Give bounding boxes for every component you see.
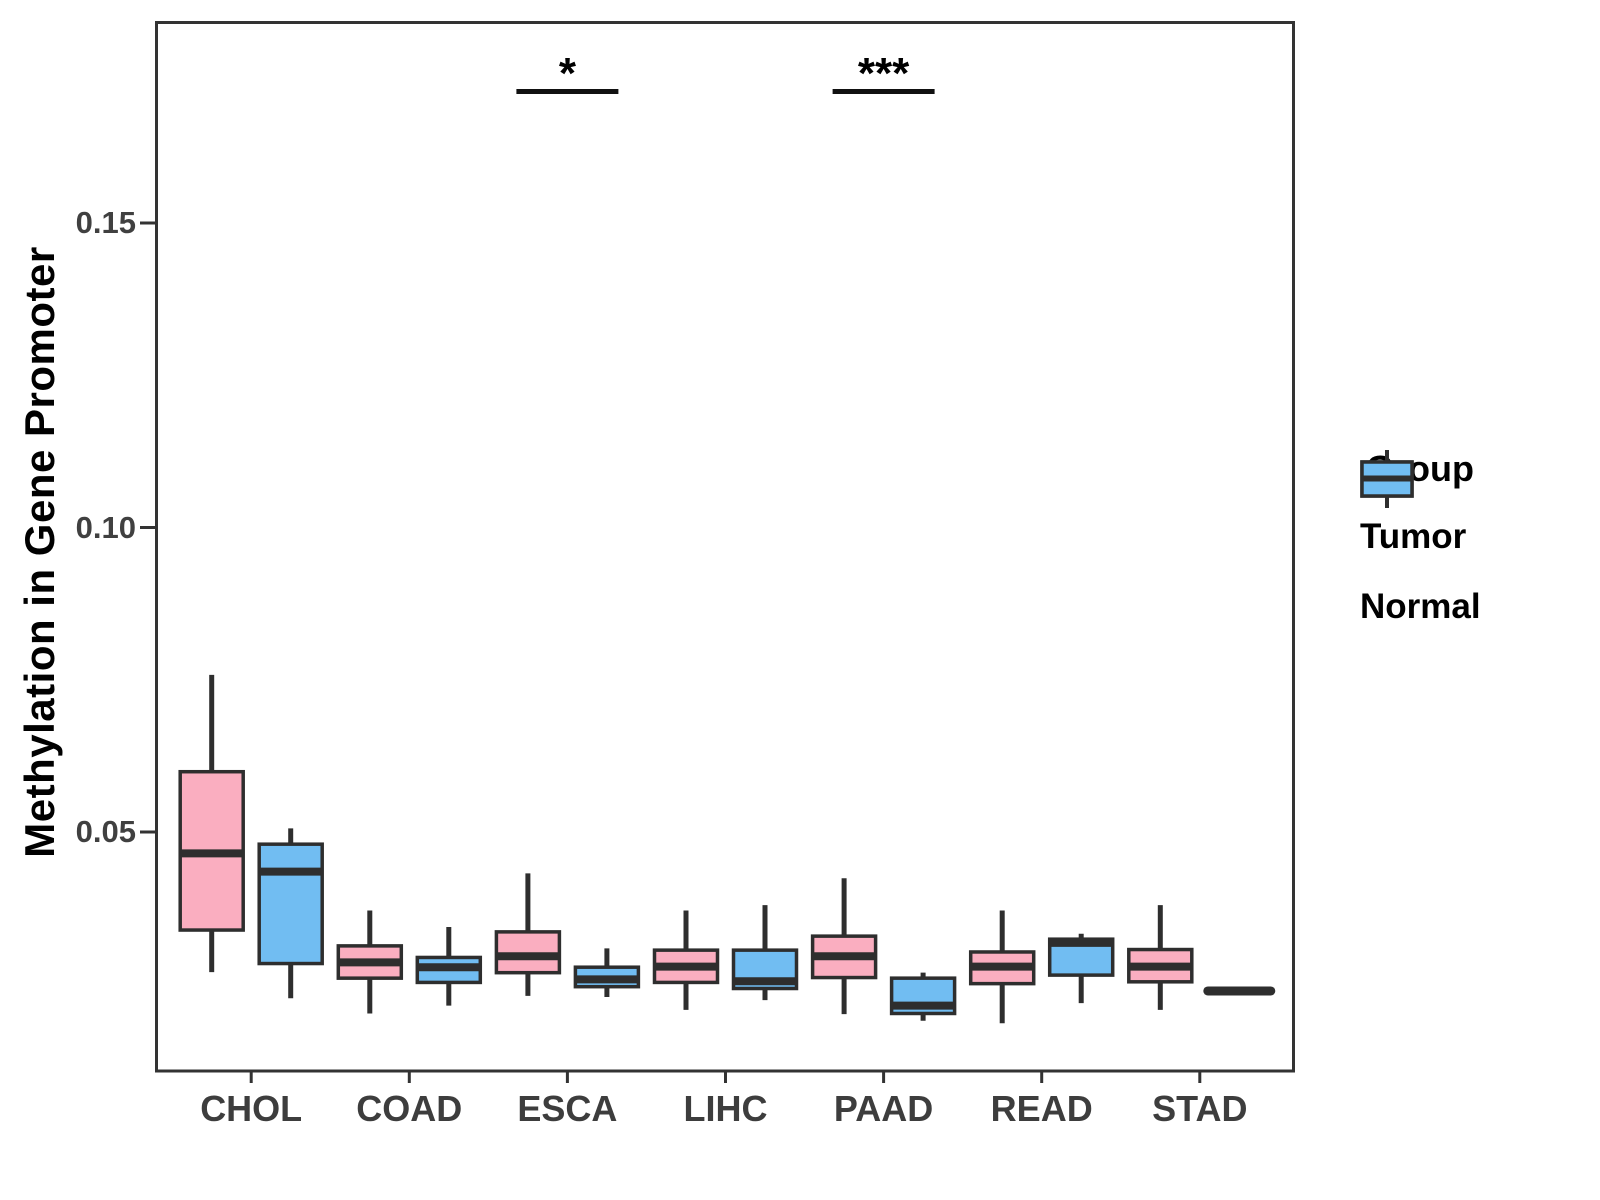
box-chol-normal xyxy=(257,842,324,966)
x-category-label-esca: ESCA xyxy=(517,1088,618,1129)
x-category-label-stad: STAD xyxy=(1152,1088,1248,1129)
legend-item-normal: Normal xyxy=(1360,450,1481,642)
x-category-label-coad: COAD xyxy=(356,1088,463,1129)
x-category-label-chol: CHOL xyxy=(200,1088,303,1129)
x-category-label-paad: PAAD xyxy=(833,1088,934,1129)
x-category-label-lihc: LIHC xyxy=(683,1088,768,1129)
y-tick-label: 0.15 xyxy=(75,205,136,240)
panel-border xyxy=(155,21,1295,1073)
significance-star-esca: * xyxy=(558,49,576,98)
legend-items: Tumor Normal xyxy=(1360,450,1481,642)
legend-item-label: Normal xyxy=(1360,587,1481,626)
x-category-label-read: READ xyxy=(990,1088,1093,1129)
y-tick-label: 0.05 xyxy=(75,814,136,849)
y-tick-label: 0.10 xyxy=(75,509,136,545)
legend-key-boxplot-glyph xyxy=(1360,450,1414,508)
y-axis-title: Methylation in Gene Promoter xyxy=(16,246,63,858)
legend-item-tumor: Tumor xyxy=(1360,450,1481,572)
legend-item-label: Tumor xyxy=(1360,517,1467,556)
significance-star-paad: *** xyxy=(857,49,910,98)
legend: Group Tumor Normal xyxy=(1360,448,1481,642)
